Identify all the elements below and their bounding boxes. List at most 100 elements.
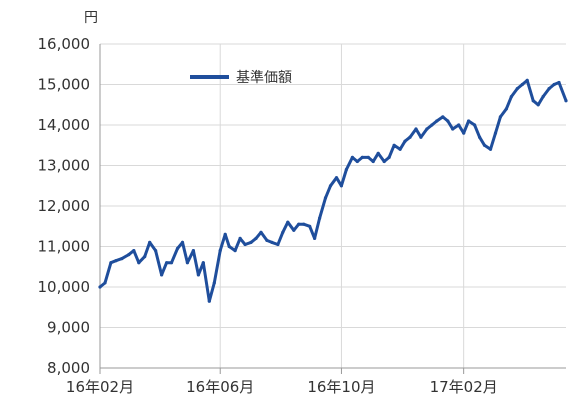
data-point — [265, 238, 269, 242]
data-point — [564, 99, 568, 103]
data-point — [334, 176, 339, 180]
data-point — [281, 230, 285, 234]
data-point — [254, 236, 258, 240]
data-point — [414, 127, 418, 131]
data-point — [541, 95, 545, 99]
grid-lines — [99, 43, 566, 374]
data-point — [360, 155, 364, 159]
data-point — [243, 242, 247, 247]
data-point — [403, 139, 407, 143]
data-point — [276, 242, 280, 247]
data-point — [509, 95, 513, 99]
data-point — [308, 224, 312, 228]
data-points — [98, 78, 568, 303]
data-point — [191, 249, 195, 253]
y-tick-label: 16,000 — [38, 35, 91, 53]
data-point — [297, 222, 301, 226]
data-point — [382, 159, 386, 164]
data-point — [392, 143, 396, 147]
y-tick-label: 11,000 — [38, 238, 91, 256]
data-point — [339, 184, 343, 188]
data-point — [218, 249, 222, 253]
x-tick-label: 16年06月 — [186, 378, 254, 396]
data-point — [201, 261, 205, 265]
data-point — [552, 82, 556, 87]
data-point — [98, 285, 102, 289]
data-point — [446, 119, 450, 123]
legend: 基準価額 — [190, 69, 292, 86]
data-point — [165, 261, 169, 265]
data-point — [482, 143, 487, 147]
data-point — [103, 281, 107, 285]
data-point — [249, 240, 253, 244]
data-point — [313, 236, 317, 240]
data-point — [525, 78, 529, 82]
data-point — [493, 131, 498, 135]
y-tick-labels: 8,000 9,000 10,000 11,000 12,000 13,000 14,000… — [38, 35, 91, 377]
data-point — [328, 184, 333, 188]
data-point — [286, 220, 290, 224]
data-point — [175, 246, 180, 251]
data-point — [473, 123, 477, 127]
data-point — [488, 147, 493, 151]
data-point — [467, 119, 471, 123]
data-point — [387, 155, 391, 159]
data-point — [536, 103, 540, 107]
data-point — [127, 253, 131, 257]
data-point — [132, 249, 136, 253]
x-tick-label: 17年02月 — [430, 378, 498, 396]
series-line-nav — [98, 78, 568, 303]
data-point — [109, 261, 113, 265]
legend-label: 基準価額 — [236, 69, 292, 86]
data-point — [323, 196, 328, 200]
data-point — [120, 257, 124, 261]
data-point — [185, 261, 189, 265]
x-tick-labels: 16年02月 16年06月 16年10月 17年02月 — [66, 378, 498, 396]
y-tick-label: 8,000 — [47, 359, 90, 377]
y-tick-label: 15,000 — [38, 76, 91, 94]
data-point — [212, 281, 216, 285]
y-tick-label: 10,000 — [38, 278, 91, 296]
data-point — [515, 87, 519, 91]
data-point — [238, 236, 242, 240]
data-point — [462, 131, 466, 135]
x-tick-label: 16年10月 — [307, 378, 375, 396]
x-tick-label: 16年02月 — [66, 378, 134, 396]
data-point — [137, 261, 141, 265]
data-point — [259, 230, 263, 234]
axes — [99, 44, 566, 369]
data-point — [227, 244, 231, 249]
data-point — [478, 135, 482, 139]
data-point — [531, 99, 535, 103]
y-tick-label: 14,000 — [38, 116, 91, 134]
data-point — [270, 240, 274, 244]
data-point — [355, 159, 359, 164]
data-point — [292, 228, 296, 232]
data-point — [408, 135, 412, 139]
data-point — [196, 273, 200, 277]
data-point — [180, 240, 185, 244]
data-point — [557, 80, 561, 85]
data-point — [457, 123, 461, 127]
data-point — [223, 232, 227, 236]
data-point — [371, 159, 375, 164]
data-point — [504, 107, 508, 111]
y-tick-label: 12,000 — [38, 197, 91, 215]
data-point — [419, 135, 423, 139]
data-point — [498, 115, 502, 119]
data-point — [547, 87, 551, 91]
data-point — [398, 147, 402, 151]
data-point — [451, 127, 455, 131]
y-tick-label: 13,000 — [38, 157, 91, 175]
data-point — [160, 273, 164, 277]
data-point — [350, 155, 354, 159]
data-point — [441, 115, 445, 119]
data-point — [233, 249, 237, 253]
data-point — [207, 299, 211, 303]
data-point — [435, 119, 439, 123]
data-point — [148, 240, 152, 244]
data-point — [318, 216, 322, 220]
data-point — [430, 123, 434, 127]
y-tick-label: 9,000 — [47, 319, 90, 337]
